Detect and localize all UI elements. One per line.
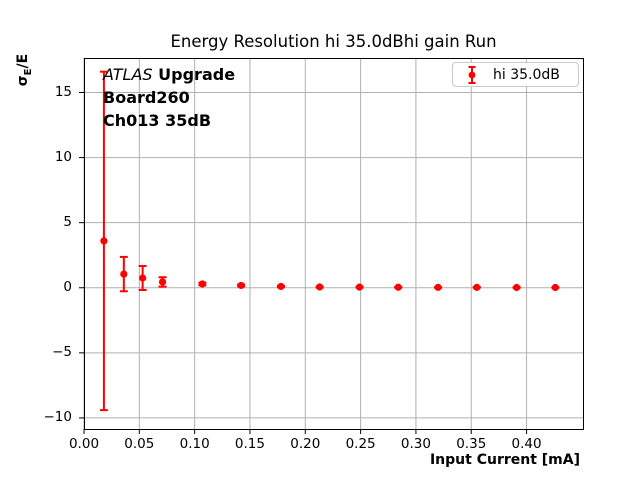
data-point [394, 283, 402, 291]
y-tick-label: 5 [63, 214, 72, 231]
annotation-experiment: ATLAS [103, 65, 153, 84]
annotation-line-1: ATLAS Upgrade [103, 63, 235, 86]
annotation-line-3: Ch013 35dB [103, 111, 212, 130]
data-point [434, 283, 442, 291]
data-point [513, 283, 521, 292]
x-tick-label: 0.25 [345, 436, 376, 452]
y-tick-label: −5 [52, 344, 72, 361]
x-tick-label: 0.40 [511, 436, 542, 452]
x-axis-label: Input Current [mA] [429, 452, 580, 468]
data-point [158, 278, 167, 286]
x-tick-label: 0.05 [124, 436, 155, 452]
data-point [551, 283, 559, 292]
data-point [198, 280, 206, 288]
annotation-line-2: Board260 [103, 88, 190, 107]
data-point [237, 281, 245, 290]
annotation-upgrade: Upgrade [152, 65, 236, 84]
x-tick-label: 0.35 [456, 436, 487, 452]
y-tick-label: 0 [63, 279, 72, 296]
axes-spines [84, 58, 584, 430]
data-point [277, 282, 285, 291]
data-point [473, 283, 481, 291]
plot-annotation: ATLAS Upgrade Board260 Ch013 35dB [103, 63, 235, 132]
legend-marker-dot [468, 71, 476, 78]
x-tick-label: 0.00 [68, 436, 100, 452]
chart-title: Energy Resolution hi 35.0dBhi gain Run [170, 32, 497, 51]
x-tick-label: 0.20 [290, 436, 321, 452]
legend-label: hi 35.0dB [493, 66, 560, 83]
errorbar-marker-icon [468, 65, 476, 84]
y-tick-label: 10 [54, 149, 72, 166]
data-point [100, 237, 108, 245]
y-tick-label: 15 [54, 83, 72, 100]
x-tick-label: 0.15 [234, 436, 265, 452]
data-point [139, 274, 147, 282]
x-tick-label: 0.10 [179, 436, 210, 452]
data-point [316, 283, 324, 291]
y-tick-label: −10 [43, 409, 73, 426]
x-tick-label: 0.30 [400, 436, 431, 452]
data-point [355, 283, 364, 291]
data-point [120, 270, 128, 278]
legend: hi 35.0dB [452, 62, 579, 87]
